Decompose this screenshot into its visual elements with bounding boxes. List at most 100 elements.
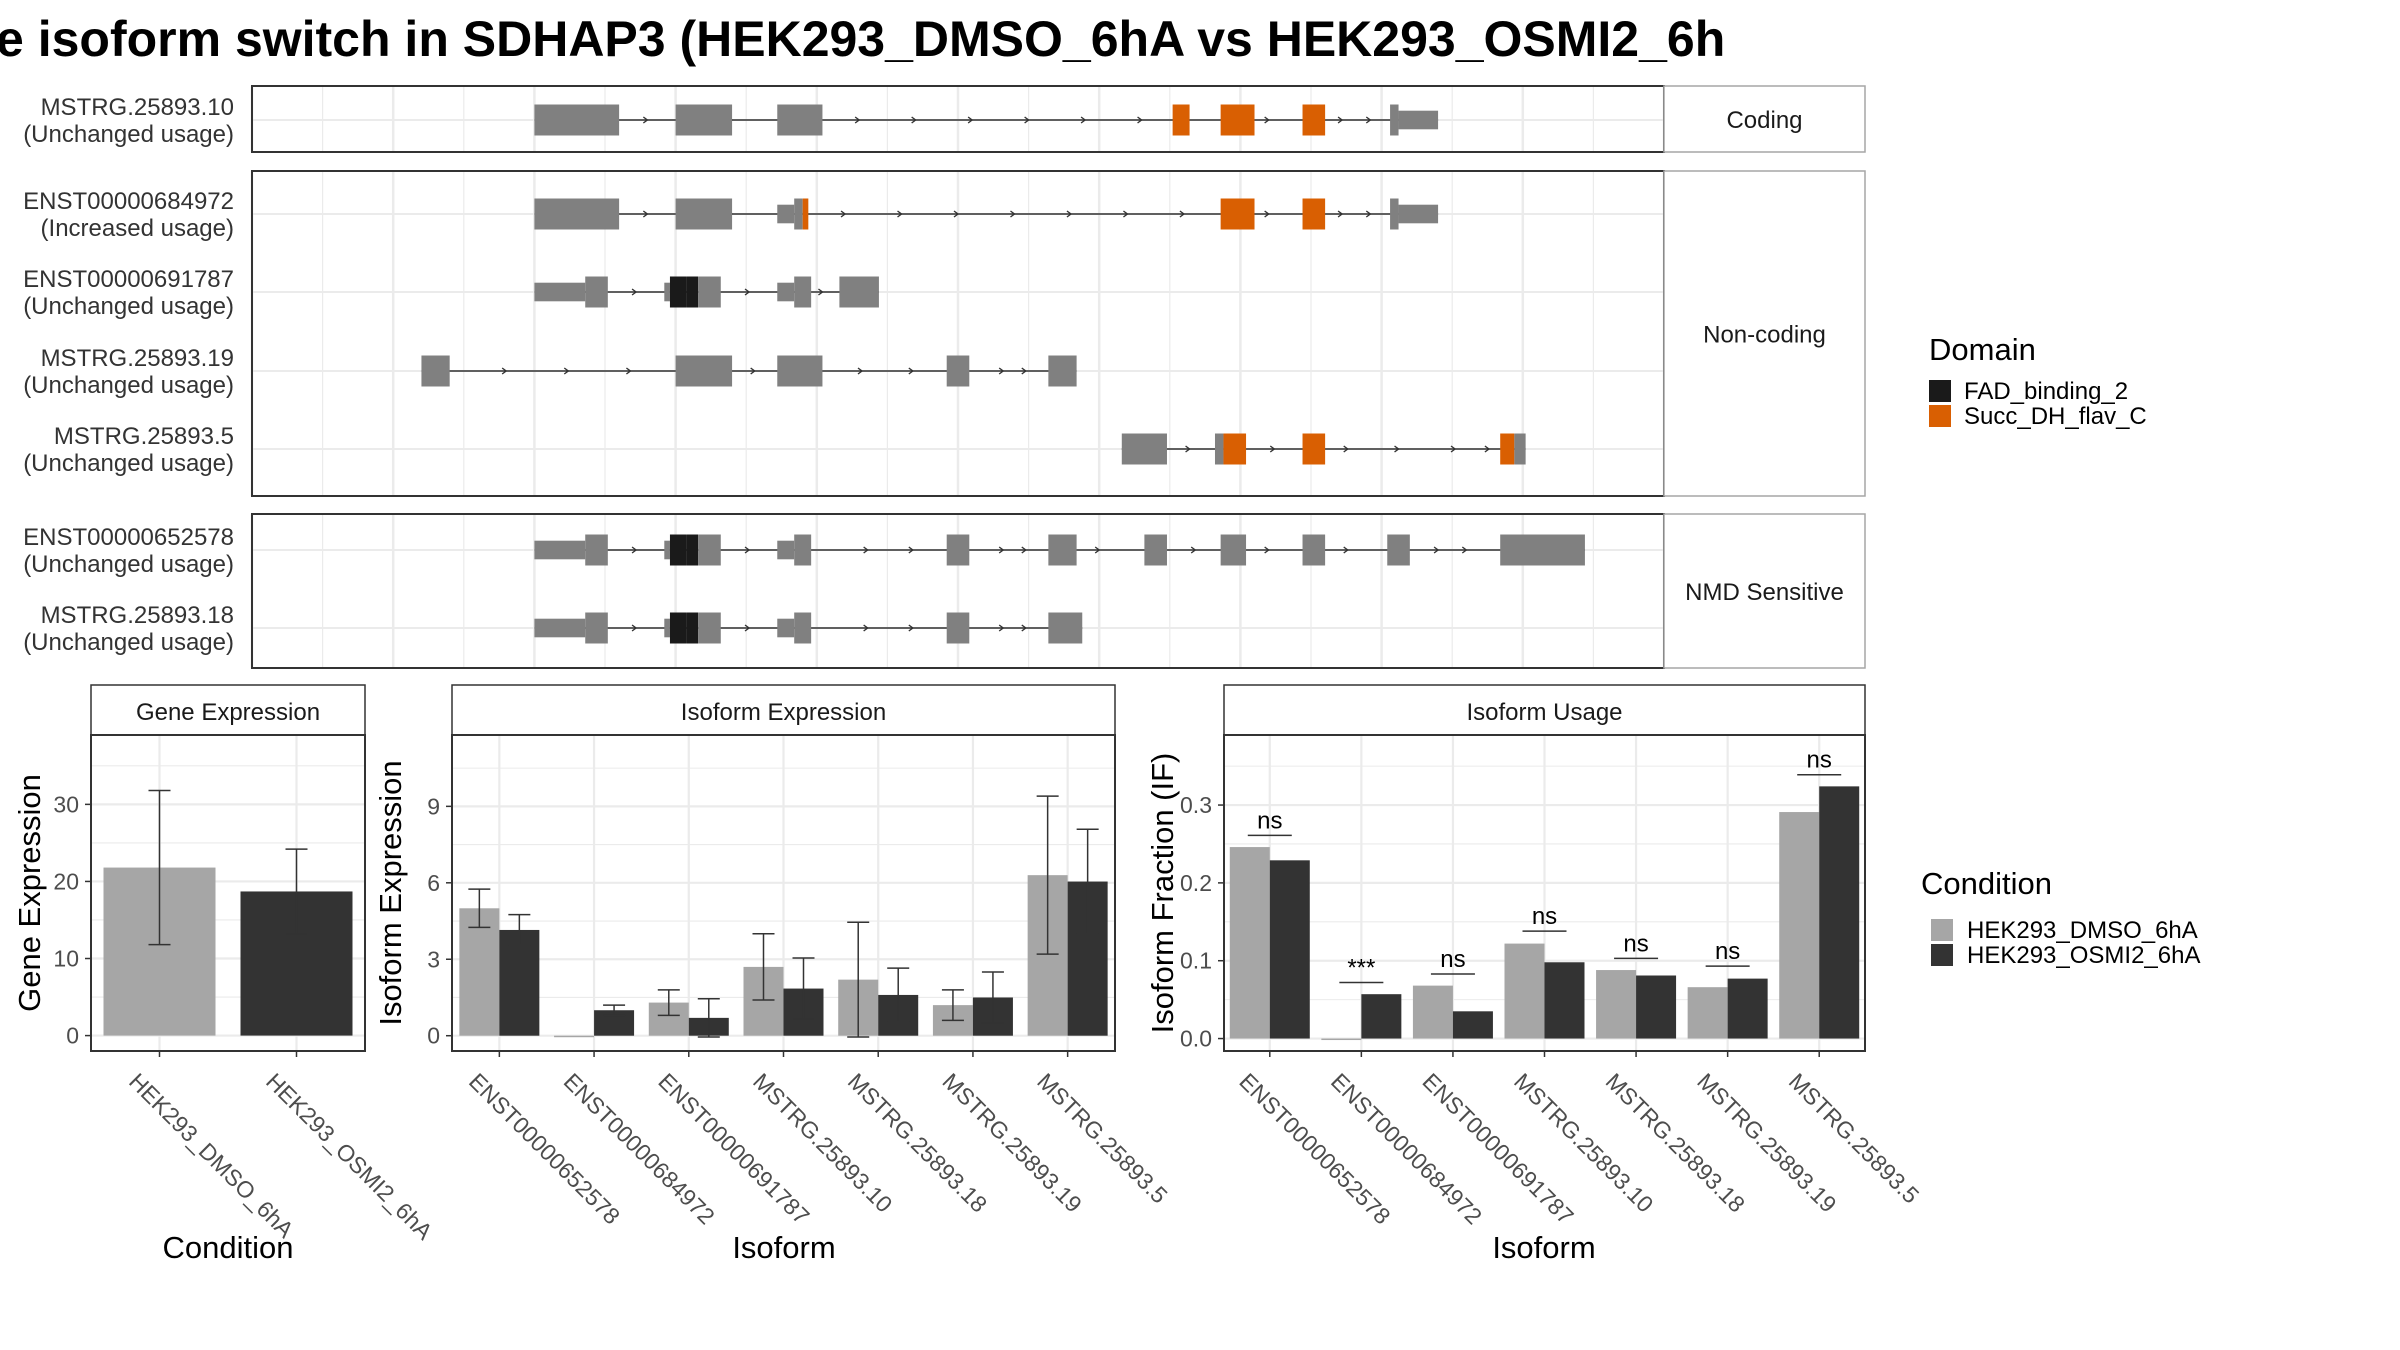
direction-arrow	[1021, 367, 1027, 375]
x-tick-label: ENST00000652578	[1234, 1068, 1395, 1229]
exon	[1390, 198, 1399, 230]
condition-legend-key-dmso	[1931, 919, 1953, 941]
direction-arrow	[744, 546, 751, 554]
transcript-track	[534, 534, 1585, 566]
error-bar	[887, 967, 910, 1023]
error-bar	[752, 933, 775, 1001]
y-tick-label: 6	[427, 870, 440, 896]
exon	[1048, 612, 1083, 644]
error-bar	[847, 921, 870, 1038]
exon	[1514, 433, 1526, 465]
exon	[946, 534, 970, 566]
direction-arrow	[1179, 210, 1186, 218]
direction-arrow	[908, 546, 914, 554]
direction-arrow	[642, 116, 649, 124]
direction-arrow	[1024, 116, 1030, 124]
bar	[1779, 812, 1820, 1039]
exon	[794, 276, 812, 308]
exon	[675, 355, 733, 387]
transcript-name: ENST00000684972	[23, 188, 234, 215]
condition-legend: Condition HEK293_DMSO_6hA HEK293_OSMI2_6…	[1921, 866, 2200, 969]
exon	[777, 355, 823, 387]
direction-arrow	[908, 624, 914, 632]
direction-arrow	[1094, 546, 1101, 554]
exon	[421, 355, 450, 387]
direction-arrow	[857, 367, 864, 375]
domain-exon-succ	[1172, 104, 1190, 136]
x-tick-label: ENST00000691787	[1418, 1068, 1579, 1229]
error-bar	[508, 913, 531, 946]
significance-label: ns	[1623, 930, 1648, 957]
bar	[1687, 987, 1728, 1039]
domain-exon-fad	[669, 276, 687, 308]
y-tick-label: 20	[53, 868, 79, 894]
y-tick-label: 0.3	[1180, 792, 1212, 818]
domain-legend-title: Domain	[1929, 332, 2036, 367]
direction-arrow	[1137, 116, 1143, 124]
domain-legend-label-fad: FAD_binding_2	[1964, 378, 2128, 405]
chart-title: Isoform Expression	[681, 699, 886, 726]
exon	[698, 276, 721, 308]
exon	[534, 104, 620, 136]
bar	[1361, 994, 1402, 1039]
error-bar	[981, 971, 1004, 1024]
direction-arrow	[998, 546, 1005, 554]
direction-arrow	[1343, 445, 1349, 453]
significance-label: ***	[1347, 955, 1375, 982]
exon	[534, 198, 620, 230]
exon	[1398, 204, 1439, 224]
direction-arrow	[908, 367, 914, 375]
domain-exon-succ	[1302, 433, 1326, 465]
direction-arrow	[1343, 546, 1349, 554]
y-tick-label: 0	[427, 1023, 440, 1049]
exon	[839, 276, 879, 308]
direction-arrow	[631, 624, 638, 632]
bar	[1504, 943, 1545, 1039]
bar	[499, 929, 540, 1036]
significance-label: ns	[1532, 903, 1557, 930]
transcript-name: MSTRG.25893.10	[41, 94, 234, 121]
y-axis-title: Isoform Fraction (IF)	[1145, 753, 1180, 1034]
x-axis-title: Condition	[163, 1230, 294, 1265]
transcript-usage: (Unchanged usage)	[23, 293, 234, 320]
transcript-track	[421, 355, 1077, 387]
direction-arrow	[1066, 210, 1073, 218]
y-tick-label: 3	[427, 946, 440, 972]
exon	[664, 618, 670, 638]
bar-charts: Gene Expression0102030HEK293_DMSO_6hAHEK…	[12, 684, 1924, 1265]
figure-title: e isoform switch in SDHAP3 (HEK293_DMSO_…	[0, 11, 1725, 67]
significance-label: ns	[1440, 946, 1465, 973]
bar	[1636, 975, 1677, 1039]
direction-arrow	[911, 116, 917, 124]
direction-arrow	[1264, 116, 1270, 124]
transcript-name: MSTRG.25893.5	[54, 423, 234, 450]
exon	[777, 282, 795, 302]
x-axis-title: Isoform	[1492, 1230, 1595, 1265]
direction-arrow	[967, 116, 974, 124]
transcript-usage: (Unchanged usage)	[23, 551, 234, 578]
exon	[1121, 433, 1167, 465]
exon	[946, 612, 970, 644]
exon	[585, 276, 608, 308]
direction-arrow	[744, 288, 751, 296]
y-tick-label: 30	[53, 791, 79, 817]
error-bar	[792, 957, 815, 1020]
domain-exon-fad	[669, 534, 687, 566]
direction-arrow	[1450, 445, 1457, 453]
exon	[585, 612, 608, 644]
transcript-usage: (Unchanged usage)	[23, 629, 234, 656]
significance-label: ns	[1807, 747, 1832, 774]
error-bar	[468, 888, 491, 929]
bar	[554, 1035, 595, 1038]
exon	[675, 104, 733, 136]
exon	[698, 612, 721, 644]
exon	[1302, 534, 1326, 566]
bar	[1544, 962, 1585, 1039]
transcript-panel: ENST00000684972(Increased usage) ENST0000…	[23, 170, 1866, 497]
direction-arrow	[998, 624, 1005, 632]
exon	[1398, 110, 1439, 130]
direction-arrow	[1021, 624, 1027, 632]
chart-strip	[451, 684, 1116, 736]
domain-exon-succ	[1220, 104, 1255, 136]
direction-arrow	[1185, 445, 1191, 453]
